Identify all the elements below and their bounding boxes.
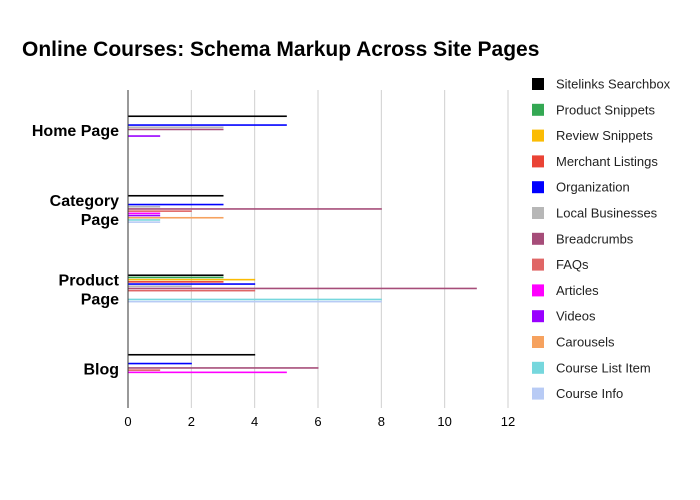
legend-label: Review Snippets — [556, 128, 653, 143]
category-label: Home Page — [32, 123, 119, 140]
legend-item: Review Snippets — [532, 128, 653, 143]
bar — [128, 203, 224, 206]
category-label: Category — [50, 193, 119, 210]
legend-label: Videos — [556, 309, 596, 324]
bar — [128, 276, 224, 279]
legend-item: Local Businesses — [532, 206, 658, 221]
category-labels: Home Page Category Page Product Page Blog — [32, 123, 120, 379]
legend-label: Course List Item — [556, 360, 651, 375]
x-tick-label: 0 — [124, 414, 131, 429]
bar — [128, 216, 224, 219]
legend-label: Articles — [556, 283, 599, 298]
bar — [128, 300, 382, 303]
legend-item: Breadcrumbs — [532, 231, 634, 246]
bar — [128, 278, 256, 281]
legend-swatch — [532, 310, 544, 323]
bar — [128, 128, 224, 131]
bar — [128, 212, 161, 215]
bar — [128, 369, 161, 371]
bar — [128, 353, 256, 356]
gridlines — [190, 90, 509, 408]
bar — [128, 126, 224, 129]
bar — [128, 285, 192, 288]
legend-label: FAQs — [556, 257, 589, 272]
bars — [128, 115, 477, 374]
legend-label: Breadcrumbs — [556, 231, 634, 246]
legend: Sitelinks Searchbox Product Snippets Revie… — [532, 77, 671, 401]
category-label: Product — [59, 272, 120, 289]
bar — [128, 298, 382, 301]
x-tick-label: 10 — [437, 414, 451, 429]
legend-label: Local Businesses — [556, 206, 658, 221]
legend-swatch — [532, 336, 544, 348]
chart-title: Online Courses: Schema Markup Across Sit… — [22, 38, 539, 61]
x-tick-label: 12 — [501, 414, 515, 429]
bar — [128, 221, 161, 223]
category-label: Page — [81, 212, 119, 229]
legend-item: Carousels — [532, 335, 615, 350]
legend-swatch — [532, 78, 544, 90]
legend-item: Articles — [532, 283, 599, 298]
bar — [128, 208, 382, 210]
category-label: Page — [81, 291, 119, 308]
x-tick-labels: 0 2 4 6 8 10 12 — [124, 414, 515, 429]
legend-item: Merchant Listings — [532, 154, 658, 169]
bar — [128, 371, 287, 374]
x-tick-label: 8 — [378, 414, 385, 429]
legend-swatch — [532, 284, 544, 297]
legend-swatch — [532, 155, 544, 168]
legend-swatch — [532, 361, 544, 374]
legend-swatch — [532, 387, 544, 400]
bar — [128, 283, 256, 285]
bar — [128, 115, 287, 118]
legend-label: Course Info — [556, 386, 623, 401]
bar — [128, 289, 256, 292]
legend-label: Sitelinks Searchbox — [556, 77, 671, 92]
legend-swatch — [532, 258, 544, 271]
legend-item: Organization — [532, 180, 630, 195]
bar — [128, 210, 192, 212]
bar — [128, 281, 224, 283]
bar — [128, 124, 287, 126]
legend-label: Merchant Listings — [556, 154, 658, 169]
category-label: Blog — [83, 361, 119, 378]
legend-item: Product Snippets — [532, 102, 656, 117]
bar — [128, 135, 161, 137]
legend-swatch — [532, 129, 544, 142]
legend-label: Organization — [556, 180, 630, 195]
legend-swatch — [532, 103, 544, 116]
bar — [128, 367, 319, 369]
legend-item: FAQs — [532, 257, 589, 272]
bar — [128, 362, 192, 365]
legend-label: Carousels — [556, 335, 615, 350]
bar — [128, 274, 224, 277]
legend-label: Product Snippets — [556, 102, 656, 117]
bar — [128, 194, 224, 197]
legend-item: Course Info — [532, 386, 623, 401]
legend-swatch — [532, 207, 544, 219]
legend-item: Sitelinks Searchbox — [532, 77, 671, 92]
legend-swatch — [532, 232, 544, 245]
x-tick-label: 4 — [251, 414, 258, 429]
legend-item: Videos — [532, 309, 596, 324]
bar — [128, 214, 161, 217]
legend-swatch — [532, 181, 544, 194]
bar — [128, 205, 161, 208]
bar — [128, 219, 161, 221]
x-tick-label: 6 — [314, 414, 321, 429]
legend-item: Course List Item — [532, 360, 651, 375]
bar — [128, 287, 477, 290]
x-tick-label: 2 — [188, 414, 195, 429]
